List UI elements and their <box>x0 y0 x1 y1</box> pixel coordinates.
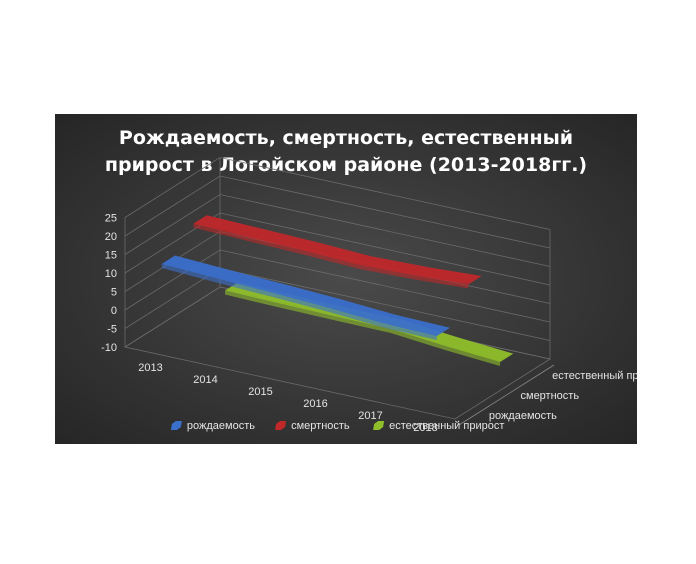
legend-label: смертность <box>291 420 350 432</box>
data-point <box>277 287 279 289</box>
y-tick-label: -10 <box>101 342 117 354</box>
series-surface <box>161 255 450 337</box>
chart-3d-area: Рождаемость, смертность, естественный пр… <box>55 114 637 444</box>
legend-label: естественный прирост <box>389 420 504 432</box>
chart-panel: Рождаемость, смертность, естественный пр… <box>55 114 637 444</box>
series-1 <box>193 215 482 289</box>
legend: рождаемость смертность естественный прирос… <box>170 420 504 432</box>
data-point <box>222 273 224 275</box>
x-tick-label: 2013 <box>138 362 162 374</box>
y-tick-label: 10 <box>105 268 117 280</box>
chart-title-line-1: Рождаемость, смертность, естественный <box>119 127 573 149</box>
series-front-edge <box>161 263 437 341</box>
chart-background <box>55 114 637 444</box>
legend-item: естественный прирост <box>373 420 504 432</box>
depth-axis-label: смертность <box>521 390 580 402</box>
x-tick-label: 2015 <box>248 386 272 398</box>
gridlines <box>123 157 552 420</box>
series-front-edge <box>193 223 469 289</box>
data-point <box>474 279 476 281</box>
y-tick-label: 0 <box>111 305 117 317</box>
data-point <box>332 302 334 304</box>
depth-axis-line <box>458 364 555 426</box>
depth-axis-label: естественный прирост <box>552 370 637 382</box>
data-point <box>167 259 169 261</box>
data-point <box>309 245 311 247</box>
y-tick-label: -5 <box>107 324 117 336</box>
series-front-edge <box>225 290 501 367</box>
legend-swatch <box>275 421 287 430</box>
data-point <box>199 218 201 220</box>
y-tick-label: 25 <box>105 213 117 225</box>
series-surface <box>193 215 482 285</box>
data-point <box>387 318 389 320</box>
x-tick-label: 2014 <box>193 374 217 386</box>
chart-title-line-2: прирост в Логойском районе (2013-2018гг.… <box>105 154 587 176</box>
floor-outline <box>123 286 552 420</box>
data-point <box>450 341 452 343</box>
y-tick-label: 5 <box>111 287 117 299</box>
legend-label: рождаемость <box>187 420 255 432</box>
x-tick-label: 2017 <box>358 410 382 422</box>
legend-item: смертность <box>275 420 350 432</box>
y-tick-label: 20 <box>105 231 117 243</box>
series-0 <box>161 255 450 341</box>
data-point <box>442 331 444 333</box>
legend-swatch <box>170 421 182 430</box>
legend-swatch <box>373 421 385 430</box>
axes: 2520151050-5-10201320142015201620172018р… <box>101 213 637 435</box>
y-tick-label: 15 <box>105 250 117 262</box>
data-point <box>419 270 421 272</box>
legend-item: рождаемость <box>170 420 255 432</box>
data-series <box>161 215 514 367</box>
x-tick-label: 2018 <box>413 422 437 434</box>
data-point <box>505 357 507 359</box>
depth-axis-label: рождаемость <box>489 410 557 422</box>
data-point <box>254 232 256 234</box>
data-point <box>364 259 366 261</box>
x-tick-label: 2016 <box>303 398 327 410</box>
